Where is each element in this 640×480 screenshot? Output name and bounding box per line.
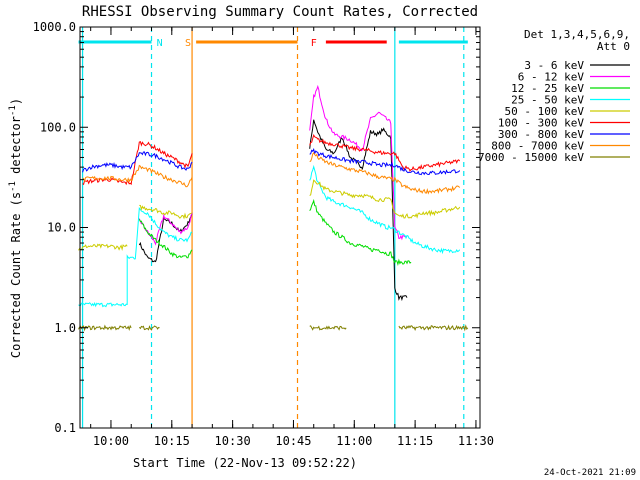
y-axis: 0.1 1.0 10.0 100.0 1000.0	[33, 20, 480, 435]
date-stamp: 24-Oct-2021 21:09	[544, 468, 636, 478]
series-8-segment-2	[309, 325, 347, 331]
series-6	[82, 148, 461, 176]
series-8-segment-1	[138, 325, 160, 331]
legend-label-1: 6 - 12 keV	[518, 71, 585, 84]
series-8-segment-3	[398, 324, 469, 332]
series-0	[138, 119, 408, 302]
x-tick-label-0: 10:00	[93, 434, 129, 448]
x-axis-label: Start Time (22-Nov-13 09:52:22)	[133, 456, 357, 470]
x-axis: 10:00 10:15 10:30 10:45 11:00 11:15 11:30	[90, 27, 494, 448]
x-tick-label-3: 10:45	[275, 434, 311, 448]
state-label-F: F	[311, 38, 317, 49]
series-0-segment-1	[309, 119, 408, 302]
x-tick-label-5: 11:15	[397, 434, 433, 448]
y-tick-label-3: 100.0	[40, 120, 76, 134]
series-3-segment-1	[309, 164, 461, 255]
x-tick-label-1: 10:15	[154, 434, 190, 448]
series-6-segment-0	[82, 151, 193, 173]
series-1-segment-0	[138, 212, 193, 246]
x-tick-label-6: 11:30	[458, 434, 494, 448]
x-tick-label-4: 11:00	[336, 434, 372, 448]
series-5-segment-1	[309, 134, 461, 172]
legend-label-5: 100 - 300 keV	[498, 117, 584, 130]
series-1-segment-1	[309, 84, 408, 241]
state-label-N: N	[157, 38, 163, 49]
legend-label-2: 12 - 25 keV	[511, 82, 584, 95]
x-tick-label-2: 10:30	[215, 434, 251, 448]
legend-label-6: 300 - 800 keV	[498, 128, 584, 141]
legend-label-3: 25 - 50 keV	[511, 94, 584, 107]
series-2-segment-1	[309, 198, 412, 266]
state-label-S: S	[185, 38, 191, 49]
legend-label-0: 3 - 6 keV	[524, 59, 584, 72]
series-4-segment-1	[139, 204, 193, 220]
y-tick-label-4: 1000.0	[33, 20, 76, 34]
series-0-segment-0	[138, 212, 193, 263]
series-6-segment-1	[309, 148, 461, 176]
chart-title: RHESSI Observing Summary Count Rates, Co…	[82, 4, 478, 20]
series-3-segment-0	[78, 207, 193, 308]
legend-label-4: 50 - 100 keV	[505, 105, 585, 118]
series-7	[82, 152, 461, 195]
series-7-segment-1	[309, 152, 461, 195]
legend-header-attenuator: Att 0	[597, 40, 630, 53]
y-axis-label: Corrected Count Rate (s-1 detector-1)	[8, 98, 23, 358]
series-4	[78, 179, 461, 252]
series-4-segment-2	[309, 179, 461, 219]
series-2-segment-0	[138, 219, 193, 259]
y-tick-label-1: 1.0	[54, 321, 76, 335]
series-2	[138, 198, 412, 266]
series-1	[138, 84, 408, 246]
series-4-segment-0	[78, 243, 128, 252]
legend-label-7: 800 - 7000 keV	[491, 140, 584, 153]
series-7-segment-0	[82, 164, 193, 188]
y-tick-label-0: 0.1	[54, 421, 76, 435]
series-3	[78, 164, 461, 308]
y-tick-label-2: 10.0	[47, 221, 76, 235]
legend-label-8: 7000 - 15000 keV	[478, 151, 584, 164]
legend-header-detectors: Det 1,3,4,5,6,9,	[524, 28, 630, 41]
